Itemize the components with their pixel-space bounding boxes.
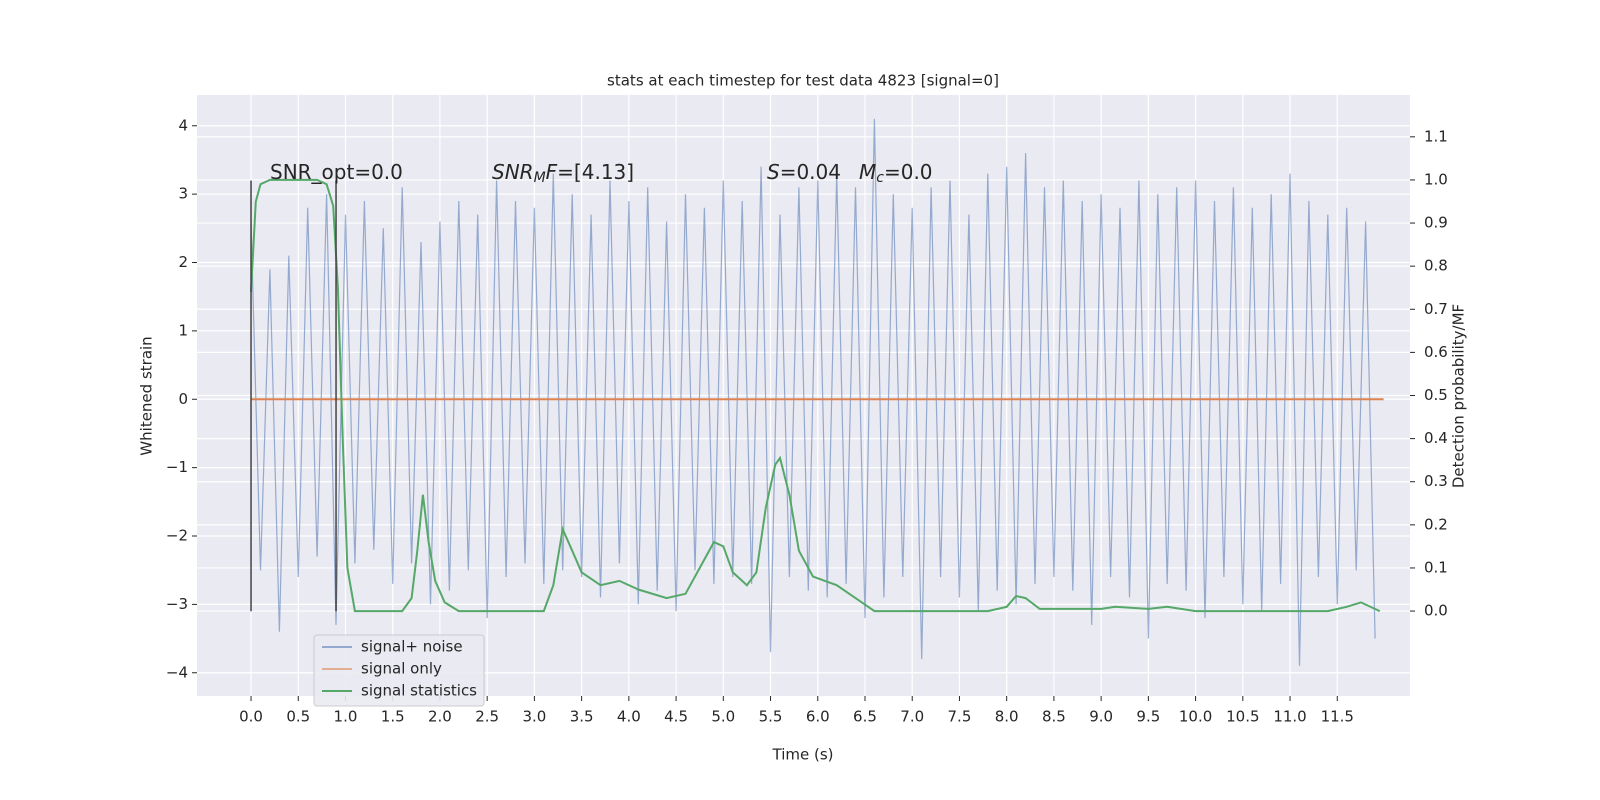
- x-tick-label: 7.0: [900, 708, 924, 726]
- x-axis-label: Time (s): [772, 746, 834, 764]
- x-tick-label: 11.0: [1273, 708, 1306, 726]
- y-tick-label: 1: [178, 321, 188, 339]
- annotation-part: =0.0: [884, 160, 933, 184]
- legend-label: signal statistics: [361, 682, 477, 700]
- annotation-part: c: [876, 170, 884, 186]
- y-tick-label: −1: [166, 458, 188, 476]
- x-tick-label: 6.0: [806, 708, 830, 726]
- y2-axis-label: Detection probability/MF: [1450, 304, 1468, 488]
- x-tick-label: 0.0: [239, 708, 263, 726]
- annotation-part: SNR_opt=0.0: [270, 160, 403, 184]
- x-tick-label: 10.5: [1226, 708, 1259, 726]
- x-tick-label: 6.5: [853, 708, 877, 726]
- legend-label: signal+ noise: [361, 638, 463, 656]
- legend-box: [313, 634, 485, 707]
- annotation-part: =0.04: [780, 160, 841, 184]
- annotation: SNRMF=[4.13]: [492, 160, 634, 187]
- x-tick-label: 8.0: [995, 708, 1019, 726]
- x-tick-label: 11.5: [1321, 708, 1354, 726]
- y-tick-label: 4: [178, 116, 188, 134]
- annotation-part: M: [859, 160, 876, 184]
- y-tick-label: 0: [178, 390, 188, 408]
- annotation-part: M: [534, 170, 546, 186]
- x-tick-label: 3.0: [522, 708, 546, 726]
- y-tick-label: 3: [178, 185, 188, 203]
- annotation-part: S: [767, 160, 780, 184]
- annotation-part: SNR: [492, 160, 534, 184]
- x-tick-label: 2.0: [428, 708, 452, 726]
- x-tick-label: 7.5: [948, 708, 972, 726]
- y2-tick-label: 0.9: [1424, 214, 1448, 232]
- y2-tick-label: 0.4: [1424, 429, 1448, 447]
- y2-tick-label: 0.5: [1424, 386, 1448, 404]
- y-tick-label: −2: [166, 527, 188, 545]
- annotation: Mc=0.0: [859, 160, 933, 187]
- chart-title: stats at each timestep for test data 482…: [607, 72, 999, 90]
- x-tick-label: 9.0: [1089, 708, 1113, 726]
- y2-tick-label: 0.2: [1424, 515, 1448, 533]
- y2-tick-label: 0.7: [1424, 300, 1448, 318]
- y-axis-label: Whitened strain: [138, 336, 156, 455]
- y2-tick-label: 1.1: [1424, 127, 1448, 145]
- y2-tick-label: 0.1: [1424, 558, 1448, 576]
- y2-tick-label: 1.0: [1424, 170, 1448, 188]
- x-tick-label: 4.5: [664, 708, 688, 726]
- x-tick-label: 3.5: [570, 708, 594, 726]
- x-tick-label: 8.5: [1042, 708, 1066, 726]
- series-line: [250, 118, 1376, 666]
- x-tick-label: 5.5: [759, 708, 783, 726]
- x-tick-label: 1.5: [381, 708, 405, 726]
- x-tick-label: 4.0: [617, 708, 641, 726]
- annotation-part: =[4.13]: [557, 160, 634, 184]
- y2-tick-label: 0.8: [1424, 257, 1448, 275]
- x-tick-label: 9.5: [1136, 708, 1160, 726]
- y2-tick-label: 0.3: [1424, 472, 1448, 490]
- annotation-part: F: [546, 160, 558, 184]
- x-tick-label: 0.5: [286, 708, 310, 726]
- y-tick-label: −3: [166, 595, 188, 613]
- series-line: [250, 178, 1381, 613]
- y2-tick-label: 0.0: [1424, 602, 1448, 620]
- y-tick-label: −4: [166, 663, 188, 681]
- x-tick-label: 5.0: [711, 708, 735, 726]
- annotation: S=0.04: [767, 160, 841, 184]
- legend-label: signal only: [361, 660, 442, 678]
- x-tick-label: 2.5: [475, 708, 499, 726]
- x-tick-label: 10.0: [1179, 708, 1212, 726]
- annotation: SNR_opt=0.0: [270, 160, 403, 184]
- y2-tick-label: 0.6: [1424, 343, 1448, 361]
- y-tick-label: 2: [178, 253, 188, 271]
- x-tick-label: 1.0: [334, 708, 358, 726]
